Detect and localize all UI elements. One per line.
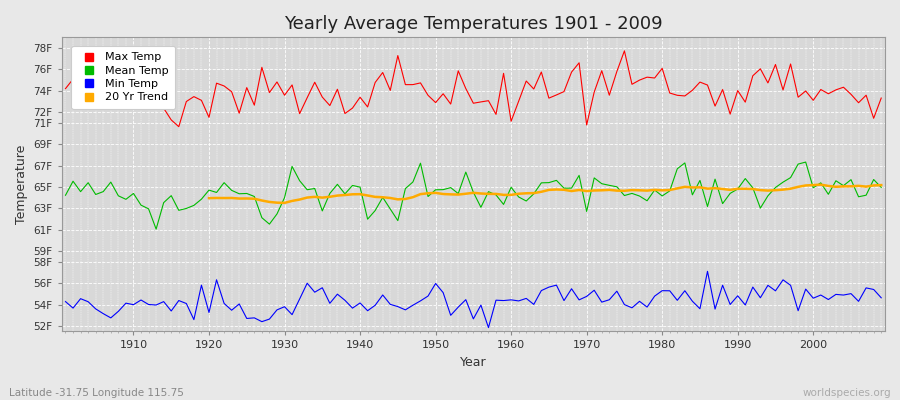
Title: Yearly Average Temperatures 1901 - 2009: Yearly Average Temperatures 1901 - 2009 [284, 15, 662, 33]
Text: Latitude -31.75 Longitude 115.75: Latitude -31.75 Longitude 115.75 [9, 388, 184, 398]
Text: worldspecies.org: worldspecies.org [803, 388, 891, 398]
X-axis label: Year: Year [460, 356, 487, 369]
Y-axis label: Temperature: Temperature [15, 145, 28, 224]
Legend: Max Temp, Mean Temp, Min Temp, 20 Yr Trend: Max Temp, Mean Temp, Min Temp, 20 Yr Tre… [71, 46, 175, 109]
